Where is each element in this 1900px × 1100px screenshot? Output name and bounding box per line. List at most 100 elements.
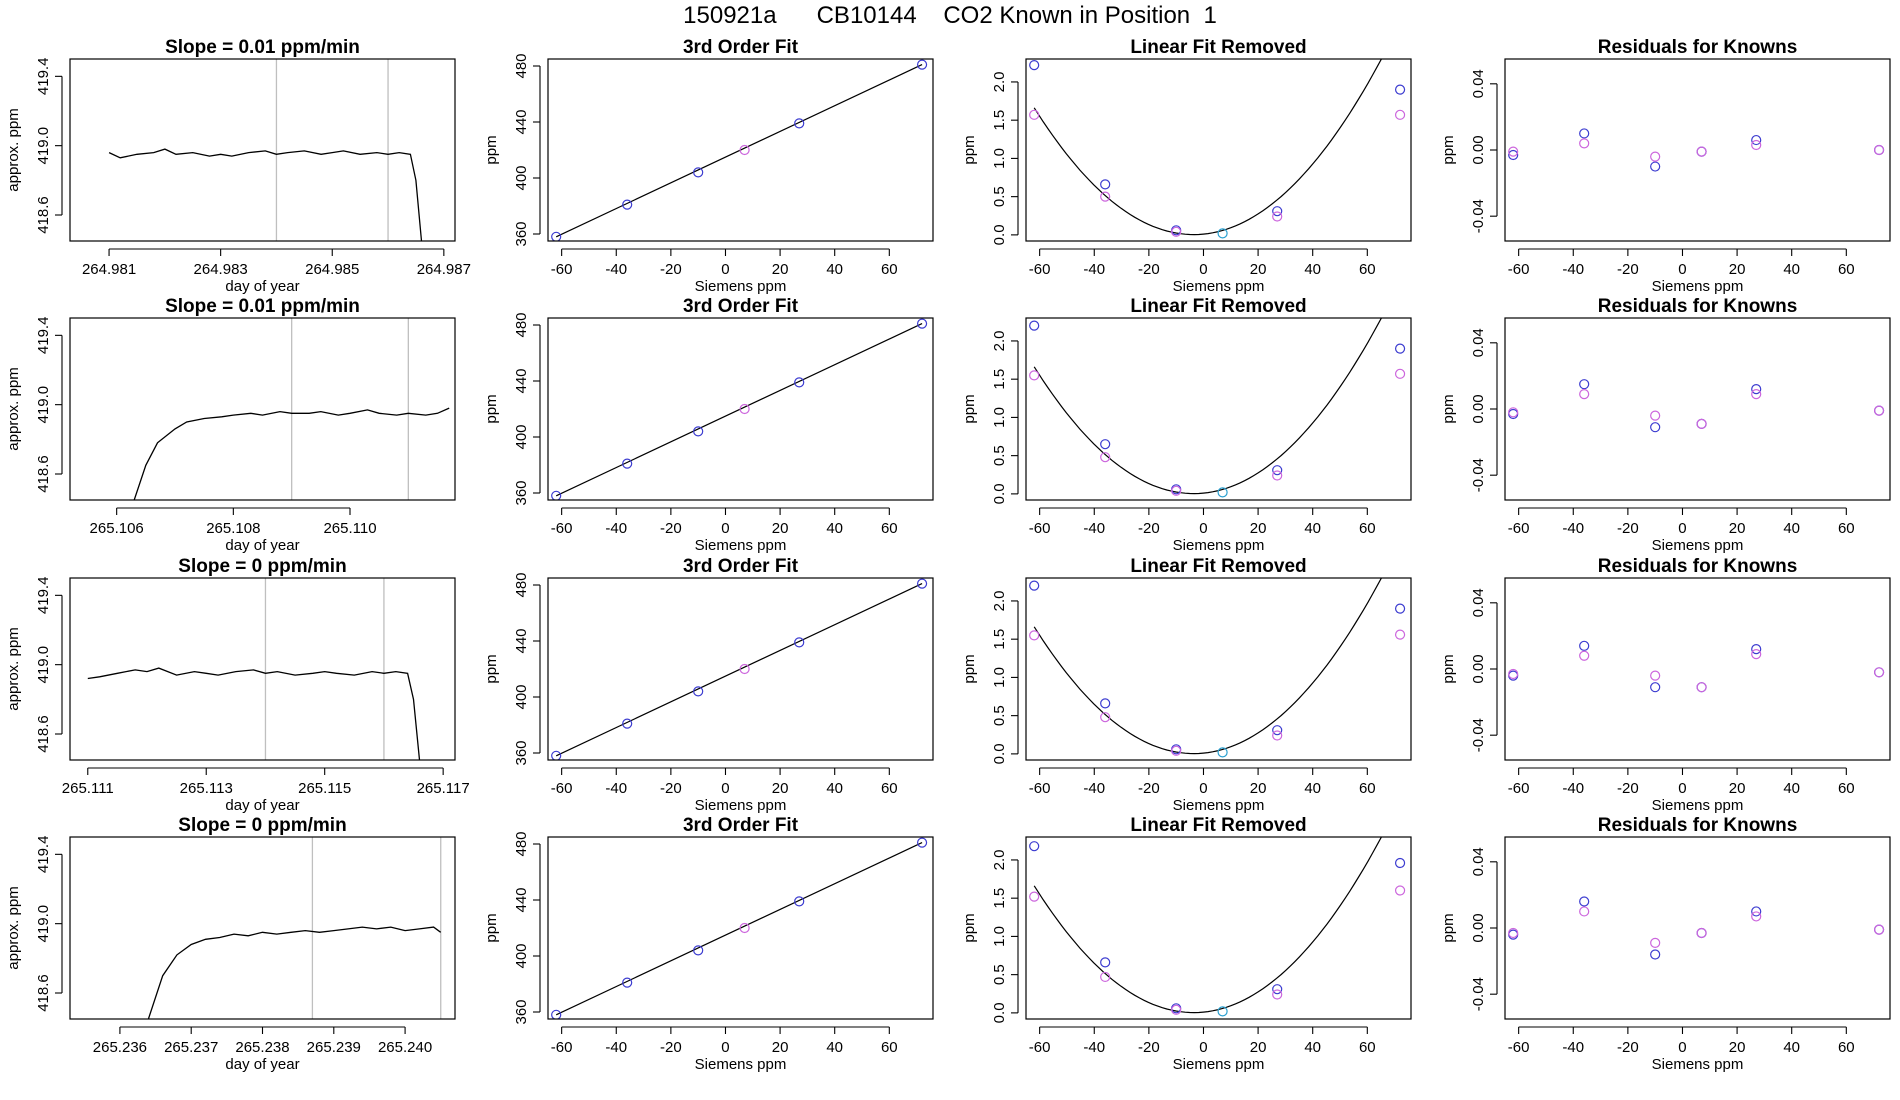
x-tick-label: -20 [660,780,682,797]
y-axis-label: ppm [961,913,978,942]
data-point [1272,730,1283,741]
x-tick-label: 0 [1678,780,1686,797]
y-tick-label: 1.5 [991,888,1008,909]
x-tick-label: 40 [826,780,843,797]
plot-frame [547,317,934,501]
data-point [1650,937,1661,948]
y-tick-label: 0.0 [991,483,1008,504]
x-axis-label: Siemens ppm [1652,797,1744,814]
x-axis-label: Siemens ppm [1173,1056,1265,1073]
data-point [1579,128,1590,139]
y-tick-label: 418.6 [35,715,52,753]
y-tick-label: 0.00 [1470,913,1487,942]
x-tick-label: 60 [1838,520,1855,537]
data-point [1272,984,1283,995]
data-point [1171,485,1182,496]
x-tick-label: 60 [1838,261,1855,278]
data-point [1579,389,1590,400]
data-point [1751,906,1762,917]
chart-title: Residuals for Knowns [1598,37,1798,58]
x-tick-label: 20 [1250,520,1267,537]
data-point [551,750,562,760]
x-tick-label: -20 [660,261,682,278]
x-tick-label: -60 [1029,1039,1051,1056]
x-axis-label: Siemens ppm [1173,797,1265,814]
y-tick-label: 2.0 [991,591,1008,612]
x-tick-label: 265.113 [180,780,233,797]
chart-panel-3-2: 3rd Order Fit -60 -40 -20 0 20 40 60 Siemens ppm… [483,556,934,814]
x-tick-label: -40 [1083,520,1105,537]
x-axis-label: Siemens ppm [695,1056,787,1073]
y-tick-label: 1.0 [991,667,1008,688]
plot-content [1508,379,1885,433]
y-tick-label: 0.0 [991,1002,1008,1023]
x-tick-label: 40 [1304,780,1321,797]
x-tick-label: -40 [605,1039,627,1056]
chart-panel-2-2: 3rd Order Fit -60 -40 -20 0 20 40 60 Siemens ppm… [483,296,934,554]
chart-title: Linear Fit Removed [1130,556,1306,577]
chart-title: Linear Fit Removed [1130,37,1306,58]
x-tick-label: -20 [1617,520,1639,537]
x-tick-label: 265.111 [62,780,114,797]
chart-panel-1-2: 3rd Order Fit -60 -40 -20 0 20 40 60 Siemens ppm… [483,37,934,295]
y-tick-label: -0.04 [1470,199,1487,233]
x-tick-label: 20 [1729,520,1746,537]
x-tick-label: -60 [551,1039,573,1056]
data-point [622,718,633,729]
fit-curve [1033,837,1383,1014]
y-tick-label: 360 [513,740,530,765]
chart-title: Linear Fit Removed [1130,815,1306,836]
chart-title: Residuals for Knowns [1598,556,1798,577]
series-line [87,667,421,760]
chart-title: Slope = 0 ppm/min [178,556,346,577]
y-tick-label: 0.0 [991,224,1008,245]
chart-title: Linear Fit Removed [1130,296,1306,317]
y-tick-label: 419.4 [35,836,52,874]
data-point [1508,668,1519,680]
y-tick-label: 419.4 [35,577,52,615]
chart-panel-4-1: Slope = 0 ppm/min 265.236 265.237 265.238 26… [5,815,456,1073]
x-tick-label: 40 [1783,1039,1800,1056]
data-point [1508,927,1519,939]
x-tick-label: -20 [1617,780,1639,797]
x-tick-label: 40 [826,520,843,537]
y-tick-label: 419.4 [35,58,52,96]
plot-content [108,59,423,241]
x-tick-label: 40 [1304,520,1321,537]
y-tick-label: 0.5 [991,186,1008,207]
x-tick-label: 0 [1678,1039,1686,1056]
y-tick-label: 0.5 [991,964,1008,985]
data-point [1696,927,1707,939]
y-tick-label: 418.6 [35,196,52,234]
data-point [916,578,928,589]
x-tick-label: -20 [660,520,682,537]
x-tick-label: 264.987 [417,261,471,278]
data-point [622,977,633,988]
y-tick-label: 419.0 [35,646,52,684]
x-axis-label: Siemens ppm [1652,278,1744,295]
data-point [1394,109,1406,120]
data-point [1394,343,1406,354]
chart-title: 3rd Order Fit [683,815,799,836]
data-point [1508,146,1519,157]
y-axis-label: approx. ppm [5,886,22,969]
data-point [1100,179,1111,190]
y-axis-label: approx. ppm [5,627,22,710]
data-point [1751,134,1762,146]
y-tick-label: -0.04 [1470,458,1487,492]
y-tick-label: 1.0 [991,407,1008,428]
data-point [1217,1006,1228,1017]
plot-content [1508,128,1885,172]
x-tick-label: -40 [1083,261,1105,278]
x-tick-label: 20 [1729,261,1746,278]
x-tick-label: 265.236 [93,1039,147,1056]
data-point [551,1009,562,1019]
y-tick-label: 360 [513,999,530,1024]
data-point [1100,452,1111,463]
y-tick-label: 419.0 [35,905,52,943]
x-tick-label: -60 [551,261,573,278]
y-tick-label: 440 [513,628,530,653]
x-tick-label: 60 [881,520,898,537]
y-tick-label: 419.0 [35,127,52,165]
x-tick-label: 264.981 [82,261,136,278]
